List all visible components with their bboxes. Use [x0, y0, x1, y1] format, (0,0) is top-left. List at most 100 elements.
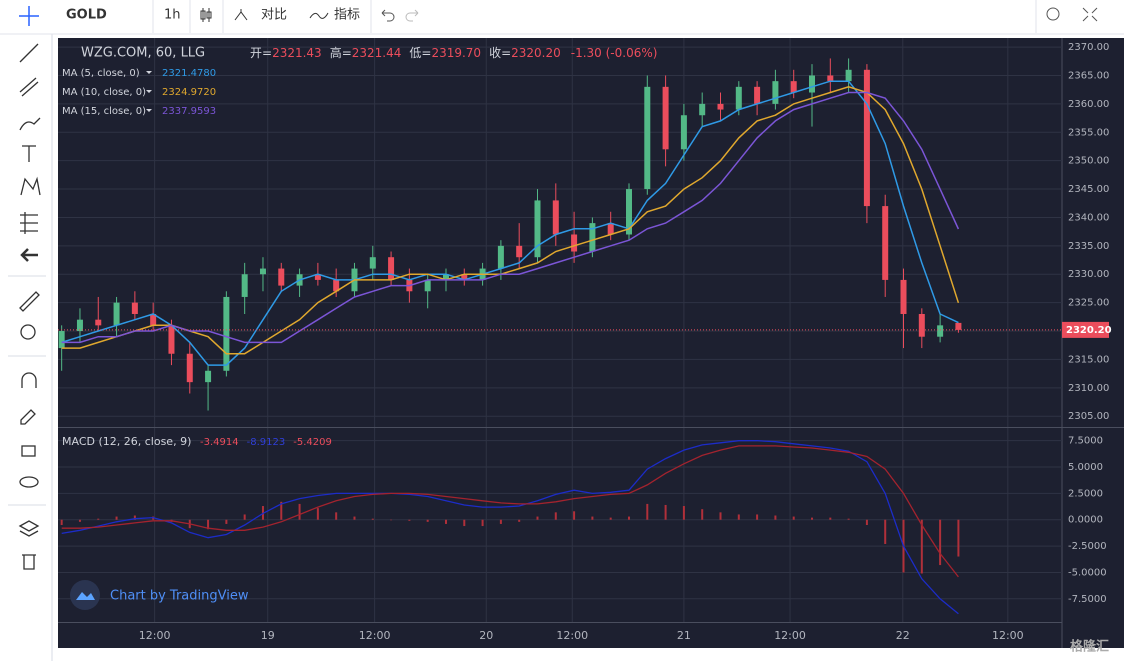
histogram-bar	[463, 519, 466, 527]
ma-line	[61, 91, 960, 344]
ma-line	[61, 80, 959, 366]
interval[interactable]: 1h	[164, 8, 181, 23]
candle-body	[58, 331, 65, 349]
histogram-bar	[627, 516, 630, 520]
ohlc-label: 开=	[250, 46, 272, 60]
candle-body	[937, 325, 944, 337]
macd-series-value: -5.4209	[293, 437, 332, 448]
prediction-tool[interactable]	[20, 212, 38, 234]
histogram-bar	[756, 514, 759, 520]
candle-body	[369, 257, 376, 269]
macd-line	[61, 440, 959, 615]
compare[interactable]: 对比	[261, 8, 287, 23]
histogram-bar	[207, 519, 210, 530]
symbol[interactable]: GOLD	[66, 8, 107, 23]
histogram-bar	[884, 519, 887, 544]
layers-tool[interactable]	[18, 520, 40, 537]
legend-caret	[146, 71, 152, 74]
candle-body	[278, 268, 285, 286]
visibility-tool[interactable]	[19, 476, 39, 488]
candle-body	[772, 81, 779, 104]
magnet-tool[interactable]	[21, 372, 37, 388]
x-tick-label: 20	[479, 629, 493, 642]
candle-body	[809, 75, 816, 93]
y-tick-label: 2330.00	[1068, 269, 1109, 280]
histogram-bar	[737, 514, 740, 520]
y-tick-label: 5.0000	[1068, 462, 1103, 473]
ma-legend-value: 2324.9720	[162, 87, 216, 98]
pattern-tool[interactable]	[20, 176, 41, 196]
histogram-bar	[646, 503, 649, 520]
histogram-bar	[499, 519, 502, 524]
candle-body	[223, 296, 230, 371]
ruler-tool[interactable]	[19, 291, 40, 312]
redo-icon[interactable]	[405, 9, 419, 22]
candle-body	[571, 234, 578, 252]
ohlc-value: 2319.70	[431, 46, 481, 60]
histogram-bar	[97, 518, 100, 520]
compare-icon[interactable]	[234, 9, 248, 21]
left-toolbar	[8, 34, 53, 661]
histogram-bar	[353, 516, 356, 520]
marks	[58, 58, 1062, 615]
histogram-bar	[390, 519, 393, 521]
candle-body	[735, 86, 742, 110]
header-legend: WZG.COM, 60, LLG 开=2321.43 高=2321.44 低=231…	[62, 45, 657, 449]
y-tick-label: 2305.00	[1068, 411, 1109, 422]
macd-hist-value: -3.4914	[200, 437, 239, 448]
hide-tools[interactable]	[20, 248, 38, 262]
zoom-tool[interactable]	[20, 324, 36, 340]
x-tick-label: 19	[261, 629, 275, 642]
candle-body	[314, 274, 321, 280]
histogram-bar	[701, 509, 704, 520]
candle-body	[150, 313, 157, 326]
histogram-bar	[847, 518, 850, 520]
candle-body	[76, 319, 83, 332]
lock-draw-tool[interactable]	[20, 409, 36, 425]
histogram-bar	[444, 519, 447, 524]
histogram-bar	[591, 516, 594, 520]
lock-tool[interactable]	[21, 445, 36, 457]
y-tick-label: 2315.00	[1068, 354, 1109, 365]
candle-body	[827, 75, 834, 82]
fib-tool[interactable]	[19, 77, 39, 97]
histogram-bar	[957, 519, 960, 557]
ma-legend-name: MA (15, close, 0)	[62, 106, 146, 117]
ohlc-label: 低=	[409, 46, 431, 60]
candle-body	[131, 302, 138, 314]
ma-legend-name: MA (10, close, 0)	[62, 87, 146, 98]
undo-icon[interactable]	[381, 9, 395, 22]
histogram-bar	[920, 519, 923, 574]
indicator-icon[interactable]	[309, 12, 329, 19]
macd-line	[61, 445, 959, 578]
candle-body	[607, 223, 614, 235]
histogram-bar	[78, 519, 81, 522]
candle-body	[717, 103, 724, 110]
histogram-bar	[792, 516, 795, 520]
histogram-bar	[133, 515, 136, 520]
histogram-bar	[573, 511, 576, 520]
indicators[interactable]: 指标	[334, 8, 360, 23]
candle-body	[424, 279, 431, 292]
trend-line-tool[interactable]	[19, 43, 39, 63]
x-tick-label: 12:00	[992, 629, 1024, 642]
candle-icon[interactable]	[200, 8, 212, 22]
histogram-bar	[554, 512, 557, 520]
candle-body	[388, 257, 395, 280]
macd-title: MACD (12, 26, close, 9)	[62, 435, 191, 448]
ohlc-legend: 开=2321.43 高=2321.44 低=2319.70 收=2320.20 -1.3…	[250, 45, 657, 60]
histogram-bar	[609, 517, 612, 520]
candle-body	[186, 353, 193, 383]
fullscreen-icon[interactable]	[1082, 7, 1098, 22]
x-tick-label: 21	[677, 629, 691, 642]
histogram-bar	[664, 504, 667, 520]
x-tick-label: 12:00	[556, 629, 588, 642]
x-tick-label: 12:00	[774, 629, 806, 642]
ohlc-value: 2320.20	[511, 46, 561, 60]
crosshair-icon[interactable]	[19, 6, 39, 26]
delete-tool[interactable]	[22, 554, 36, 570]
settings-icon[interactable]	[1046, 7, 1060, 21]
y-tick-label: -7.5000	[1068, 594, 1107, 605]
brush-tool[interactable]	[19, 117, 41, 131]
text-tool[interactable]	[22, 145, 36, 162]
